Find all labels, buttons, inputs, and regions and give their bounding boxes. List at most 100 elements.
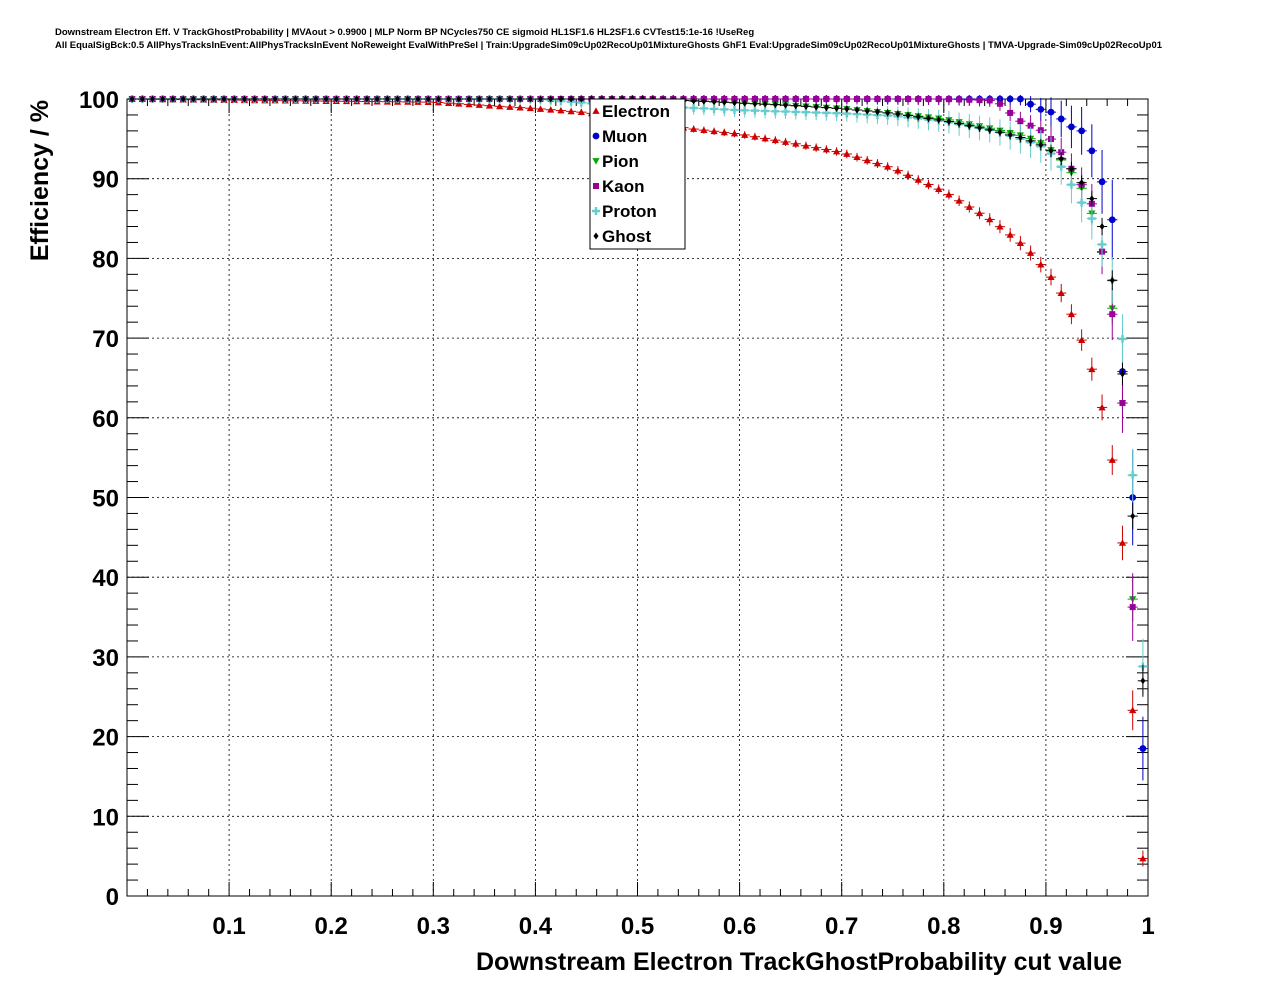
marker (1130, 512, 1136, 520)
marker (689, 104, 698, 113)
marker (1139, 745, 1147, 752)
marker (1058, 155, 1064, 163)
data-point-kaon (923, 95, 934, 105)
data-point-kaon (841, 95, 852, 105)
data-point-ghost (790, 102, 801, 110)
data-point-electron (504, 103, 515, 110)
marker (771, 107, 780, 116)
marker (435, 95, 441, 103)
data-point-muon (1015, 95, 1026, 106)
marker (1027, 100, 1034, 108)
marker (710, 127, 718, 135)
data-point-muon (1096, 150, 1108, 214)
data-point-ghost (708, 98, 720, 106)
marker (425, 95, 431, 103)
data-point-ghost (1107, 270, 1118, 291)
data-point-proton (1117, 314, 1128, 364)
data-point-ghost (249, 95, 260, 103)
marker (547, 106, 555, 113)
data-point-kaon (933, 95, 944, 106)
marker (496, 102, 504, 110)
y-axis-tick-labels: 0 10 20 30 40 50 60 70 80 90 100 (79, 87, 119, 911)
marker (536, 105, 545, 112)
marker (864, 96, 871, 102)
data-point-ghost (1015, 132, 1026, 143)
marker (792, 140, 800, 147)
data-point-electron (545, 106, 556, 113)
y-tick-label: 60 (92, 406, 119, 433)
marker (771, 136, 779, 144)
data-point-muon (1076, 106, 1087, 155)
data-point-ghost (943, 117, 955, 126)
marker (752, 100, 758, 108)
legend-entry-electron: Electron (592, 102, 670, 121)
marker (405, 95, 411, 103)
data-point-ghost (423, 95, 434, 103)
marker (781, 138, 790, 145)
marker (884, 96, 891, 102)
data-point-ghost (259, 95, 270, 103)
legend-marker (592, 107, 600, 114)
marker (506, 103, 514, 110)
marker (456, 95, 462, 103)
marker (364, 95, 370, 103)
data-point-muon (1086, 124, 1097, 178)
marker (977, 124, 983, 132)
marker (976, 97, 983, 104)
marker (475, 101, 483, 108)
data-point-ghost (218, 95, 230, 103)
data-point-kaon (872, 95, 883, 105)
marker (1108, 456, 1116, 463)
data-point-ghost (576, 95, 587, 103)
marker (1067, 180, 1076, 189)
data-point-muon (1025, 96, 1036, 113)
marker (1037, 260, 1045, 268)
marker (996, 100, 1003, 107)
marker (221, 95, 227, 103)
marker (1140, 677, 1146, 685)
marker (150, 95, 156, 103)
data-point-ghost (525, 95, 536, 103)
x-tick-label: 0.4 (519, 913, 553, 940)
data-point-ghost (841, 105, 852, 113)
marker (823, 96, 830, 102)
data-point-kaon (974, 95, 985, 107)
data-point-ghost (749, 100, 761, 108)
data-point-ghost (770, 101, 781, 109)
marker (833, 96, 840, 102)
marker (1099, 223, 1105, 231)
marker (741, 131, 749, 138)
marker (802, 142, 810, 149)
data-point-kaon (831, 95, 842, 105)
data-point-ghost (1096, 217, 1108, 236)
data-point-electron (821, 145, 832, 154)
y-tick-label: 30 (92, 645, 119, 672)
marker (997, 128, 1003, 136)
marker (1068, 123, 1075, 131)
data-point-ghost (382, 95, 393, 103)
data-point-ghost (1056, 152, 1067, 166)
y-tick-label: 50 (92, 486, 119, 513)
marker (792, 96, 799, 102)
data-point-muon (1056, 100, 1067, 138)
data-point-electron (1066, 304, 1077, 325)
marker (1128, 471, 1137, 480)
marker (1067, 310, 1076, 318)
data-point-electron (708, 127, 720, 135)
data-point-ghost (137, 95, 148, 103)
marker (1057, 115, 1065, 123)
marker (699, 104, 708, 113)
x-axis-title: Downstream Electron TrackGhostProbabilit… (476, 948, 1122, 976)
x-tick-label: 1 (1141, 913, 1154, 940)
marker (395, 95, 401, 103)
data-point-kaon (892, 95, 903, 105)
data-point-ghost (566, 95, 577, 103)
x-axis-tick-labels: 0.1 0.2 0.3 0.4 0.5 0.6 0.7 0.8 0.9 1 (212, 913, 1154, 940)
marker (313, 95, 319, 103)
data-point-electron (719, 128, 730, 137)
marker (935, 185, 943, 193)
marker (874, 108, 880, 116)
data-point-ghost (954, 119, 965, 128)
marker (761, 134, 769, 142)
